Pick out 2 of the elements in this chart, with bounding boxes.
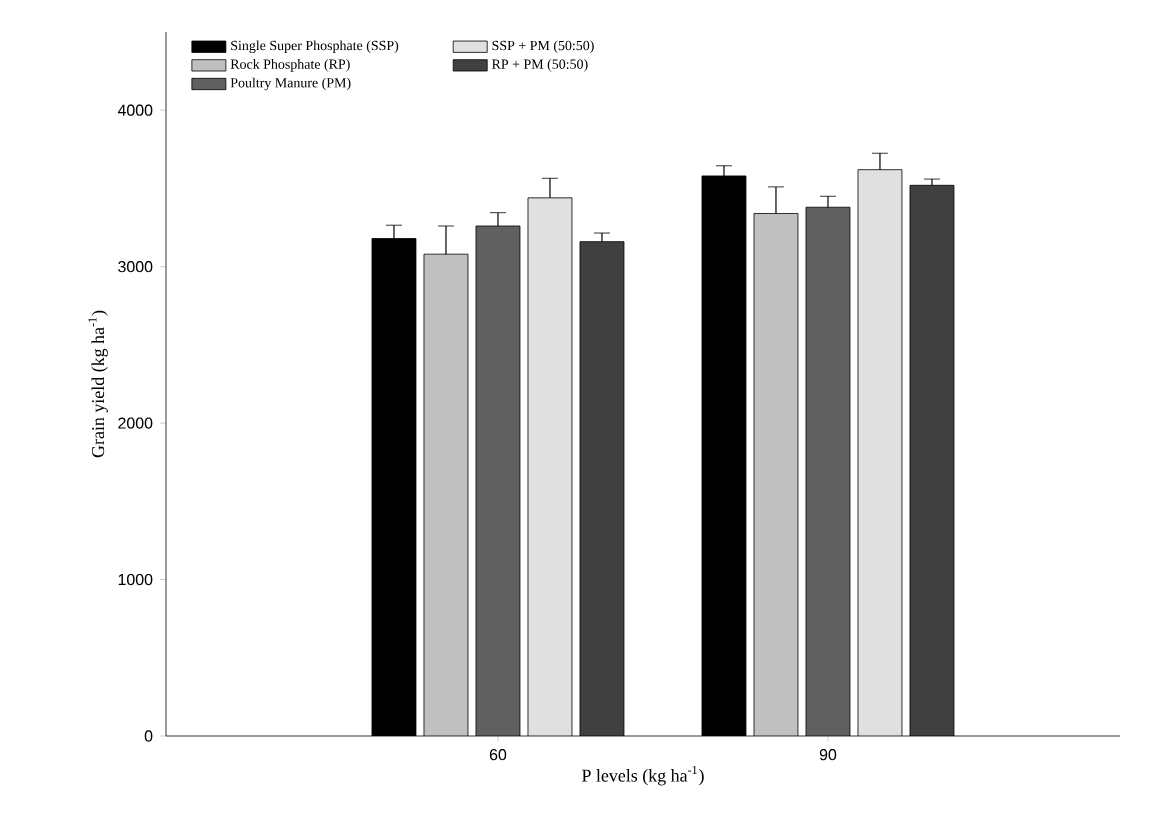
y-axis-title: Grain yield (kg ha$^{-1}$)	[88, 310, 108, 458]
x-axis-title: P levels (kg ha$^{-1}$)	[582, 766, 704, 786]
